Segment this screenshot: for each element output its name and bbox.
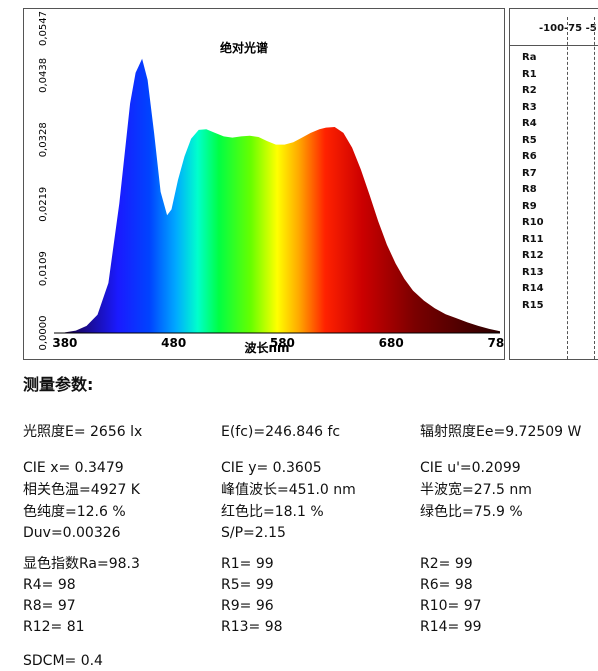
param-sdcm: SDCM= 0.4 [23, 653, 103, 669]
x-tick-label: 780 [487, 336, 504, 350]
cri-row-label: R9 [522, 200, 537, 212]
y-tick-label: 0,0000 [38, 316, 49, 351]
cri-row-label: R7 [522, 167, 537, 179]
x-tick-label: 480 [161, 336, 186, 350]
param-duv: Duv=0.00326 [23, 525, 121, 541]
param-r9: R9= 96 [221, 598, 274, 614]
section-title: 测量参数: [23, 375, 94, 394]
x-axis-label: 波长nm [244, 340, 289, 355]
param-ra: 显色指数Ra=98.3 [23, 556, 140, 572]
param-sp: S/P=2.15 [221, 525, 286, 541]
param-r2: R2= 99 [420, 556, 473, 572]
cri-bar-panel: -100-75 -5 Ra R1 R2 R3 R4 R5 R6 R7 R8 R9 R10 R11 R12… [509, 8, 598, 360]
cri-row-label: R4 [522, 118, 537, 129]
param-red-ratio: 红色比=18.1 % [221, 504, 324, 520]
y-tick-label: 0,0438 [38, 58, 49, 93]
cri-row-label: R10 [522, 217, 544, 228]
param-r4: R4= 98 [23, 577, 76, 593]
param-r12: R12= 81 [23, 619, 85, 635]
param-r5: R5= 99 [221, 577, 274, 593]
cri-row-label: R13 [522, 266, 544, 278]
chart-title: 绝对光谱 [220, 40, 268, 55]
param-illuminance: 光照度E= 2656 lx [23, 424, 143, 440]
y-tick-label: 0,0219 [38, 187, 49, 222]
param-green-ratio: 绿色比=75.9 % [420, 504, 523, 520]
param-fc: E(fc)=246.846 fc [221, 424, 341, 440]
cri-row-label: R3 [522, 101, 537, 113]
x-tick-label: 680 [379, 336, 404, 350]
y-tick-label: 0,0109 [38, 251, 49, 286]
cri-gridline [567, 17, 568, 359]
param-cie-x: CIE x= 0.3479 [23, 460, 124, 476]
param-r14: R14= 99 [420, 619, 482, 635]
cri-row-label: R11 [522, 233, 544, 245]
param-cie-y: CIE y= 0.3605 [221, 460, 322, 476]
cri-row-label: R8 [522, 184, 537, 195]
cri-row-label: R5 [522, 134, 537, 146]
cri-row-label: R15 [522, 299, 544, 311]
y-tick-label: 0,0547 [38, 11, 49, 46]
param-cie-u: CIE u'=0.2099 [420, 460, 521, 476]
cri-row-label: Ra [522, 52, 537, 63]
param-r13: R13= 98 [221, 619, 283, 635]
param-half-width: 半波宽=27.5 nm [420, 482, 532, 498]
cri-divider [510, 45, 598, 46]
param-purity: 色纯度=12.6 % [23, 504, 126, 520]
spectrum-chart: 绝对光谱 380 480 580 680 780 0,0000 0,0109 0,0219 0,… [23, 8, 505, 360]
param-r10: R10= 97 [420, 598, 482, 614]
param-r6: R6= 98 [420, 577, 473, 593]
cri-row-label: R2 [522, 85, 537, 96]
param-r1: R1= 99 [221, 556, 274, 572]
y-tick-label: 0,0328 [38, 122, 49, 157]
cri-row-label: R12 [522, 250, 544, 261]
param-cct: 相关色温=4927 K [23, 482, 140, 498]
x-tick-label: 380 [52, 336, 77, 350]
param-irradiance: 辐射照度Ee=9.72509 W [420, 424, 582, 440]
x-tick-label: 580 [270, 336, 295, 350]
spectrum-plot: 绝对光谱 380 480 580 680 780 0,0000 0,0109 0,0219 0,… [38, 11, 504, 355]
spectrum-area [64, 58, 501, 333]
cri-gridline [594, 17, 595, 359]
param-r8: R8= 97 [23, 598, 76, 614]
param-peak: 峰值波长=451.0 nm [221, 482, 356, 498]
cri-row-label: R14 [522, 283, 544, 294]
cri-row-label: R6 [522, 151, 537, 162]
cri-row-label: R1 [522, 68, 537, 80]
